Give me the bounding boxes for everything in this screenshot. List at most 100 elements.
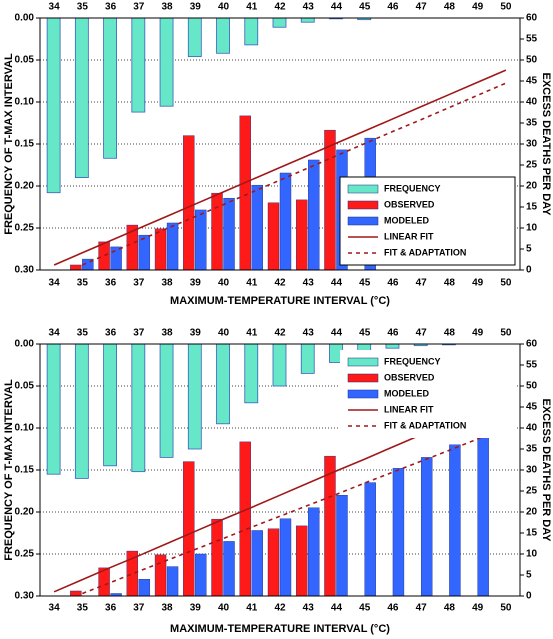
legend-swatch: [347, 357, 379, 367]
y2-tick-label: 50: [526, 381, 538, 392]
legend-swatch: [347, 389, 379, 399]
fit-line: [82, 82, 507, 266]
y2-tick-label: 30: [526, 465, 538, 476]
x-tick-label-top: 39: [190, 328, 202, 339]
y2-tick-label: 10: [526, 223, 538, 234]
legend-label: FREQUENCY: [384, 183, 441, 193]
x-tick-label: 42: [274, 278, 286, 289]
x-tick-label: 41: [246, 603, 258, 614]
bar: [223, 197, 235, 271]
x-tick-label-top: 45: [359, 2, 371, 13]
x-tick-label: 46: [387, 603, 399, 614]
bar: [98, 241, 110, 271]
x-tick-label: 41: [246, 278, 258, 289]
legend-label: FIT & ADAPTATION: [384, 420, 466, 430]
bar: [166, 566, 179, 597]
bar: [195, 553, 207, 597]
y-tick-label: 0.30: [15, 591, 35, 602]
x-tick-label-top: 46: [387, 2, 399, 13]
bar: [70, 590, 82, 597]
bar: [211, 518, 223, 597]
legend-label: OBSERVED: [384, 199, 435, 209]
bar: [267, 202, 280, 271]
y2-tick-label: 55: [526, 34, 538, 45]
x-tick-label-top: 42: [274, 328, 286, 339]
x-tick-label: 47: [416, 603, 428, 614]
bar: [420, 457, 433, 597]
x-tick-label-top: 50: [500, 2, 512, 13]
x-tick-label-top: 50: [500, 328, 512, 339]
y2-axis-title: EXCESS DEATHS PER DAY: [540, 398, 552, 542]
bar: [166, 222, 179, 271]
x-tick-label: 45: [359, 603, 371, 614]
x-tick-label: 49: [472, 278, 484, 289]
bar: [279, 518, 292, 597]
frequency-bar: [74, 343, 89, 479]
x-tick-label: 45: [359, 278, 371, 289]
bar: [154, 228, 167, 271]
y-axis-title: FREQUENCY OF T-MAX INTERVAL: [3, 53, 15, 235]
y2-tick-label: 20: [526, 507, 538, 518]
x-tick-label: 40: [218, 278, 230, 289]
legend-label: FIT & ADAPTATION: [384, 247, 466, 257]
y-tick-label: 0.20: [15, 507, 35, 518]
bar: [183, 135, 195, 271]
x-tick-label-top: 47: [416, 328, 428, 339]
bar: [449, 444, 461, 597]
bar: [110, 246, 122, 271]
y2-tick-label: 45: [526, 76, 538, 87]
y-tick-label: 0.15: [15, 139, 35, 150]
y2-tick-label: 30: [526, 139, 538, 150]
legend-label: MODELED: [384, 388, 430, 398]
legend-swatch: [347, 184, 379, 194]
y2-tick-label: 60: [526, 339, 538, 350]
x-tick-label-top: 34: [49, 2, 61, 13]
bar: [279, 172, 292, 271]
x-tick-label-top: 36: [105, 328, 117, 339]
y2-tick-label: 35: [526, 444, 538, 455]
x-tick-label-top: 38: [161, 328, 173, 339]
bar: [324, 455, 336, 597]
frequency-bar: [385, 343, 400, 349]
x-tick-label-top: 45: [359, 328, 371, 339]
bar: [267, 528, 280, 597]
frequency-bar: [46, 17, 61, 194]
x-tick-label-top: 49: [472, 328, 484, 339]
legend-swatch: [347, 216, 379, 226]
frequency-bar: [131, 17, 146, 113]
bar: [296, 199, 308, 271]
legend-label: LINEAR FIT: [384, 231, 434, 241]
frequency-bar: [74, 17, 89, 179]
bar: [183, 461, 195, 597]
frequency-bar: [300, 343, 315, 374]
y2-tick-label: 40: [526, 423, 538, 434]
x-tick-label-top: 41: [246, 328, 258, 339]
fit-line: [53, 69, 507, 266]
x-tick-label: 50: [500, 278, 512, 289]
y-tick-label: 0.05: [15, 381, 35, 392]
x-tick-label: 37: [133, 278, 145, 289]
frequency-bar: [272, 17, 287, 28]
y2-tick-label: 15: [526, 528, 538, 539]
x-tick-label: 38: [161, 278, 173, 289]
bar: [239, 115, 251, 271]
legend-label: FREQUENCY: [384, 356, 441, 366]
x-tick-label-top: 44: [331, 328, 343, 339]
y-tick-label: 0.15: [15, 465, 35, 476]
x-tick-label-top: 46: [387, 328, 399, 339]
y2-tick-label: 40: [526, 97, 538, 108]
x-tick-label: 50: [500, 603, 512, 614]
y-tick-label: 0.10: [15, 97, 35, 108]
legend-label: LINEAR FIT: [384, 404, 434, 414]
bar: [138, 579, 151, 597]
x-tick-label-top: 42: [274, 2, 286, 13]
frequency-bar: [103, 17, 117, 159]
x-tick-label: 40: [218, 603, 230, 614]
x-tick-label: 39: [190, 603, 202, 614]
x-tick-label: 35: [77, 278, 89, 289]
frequency-bar: [159, 343, 174, 458]
bar: [70, 264, 82, 271]
bar: [138, 234, 151, 271]
bar: [211, 192, 223, 271]
x-tick-label-top: 37: [133, 2, 145, 13]
